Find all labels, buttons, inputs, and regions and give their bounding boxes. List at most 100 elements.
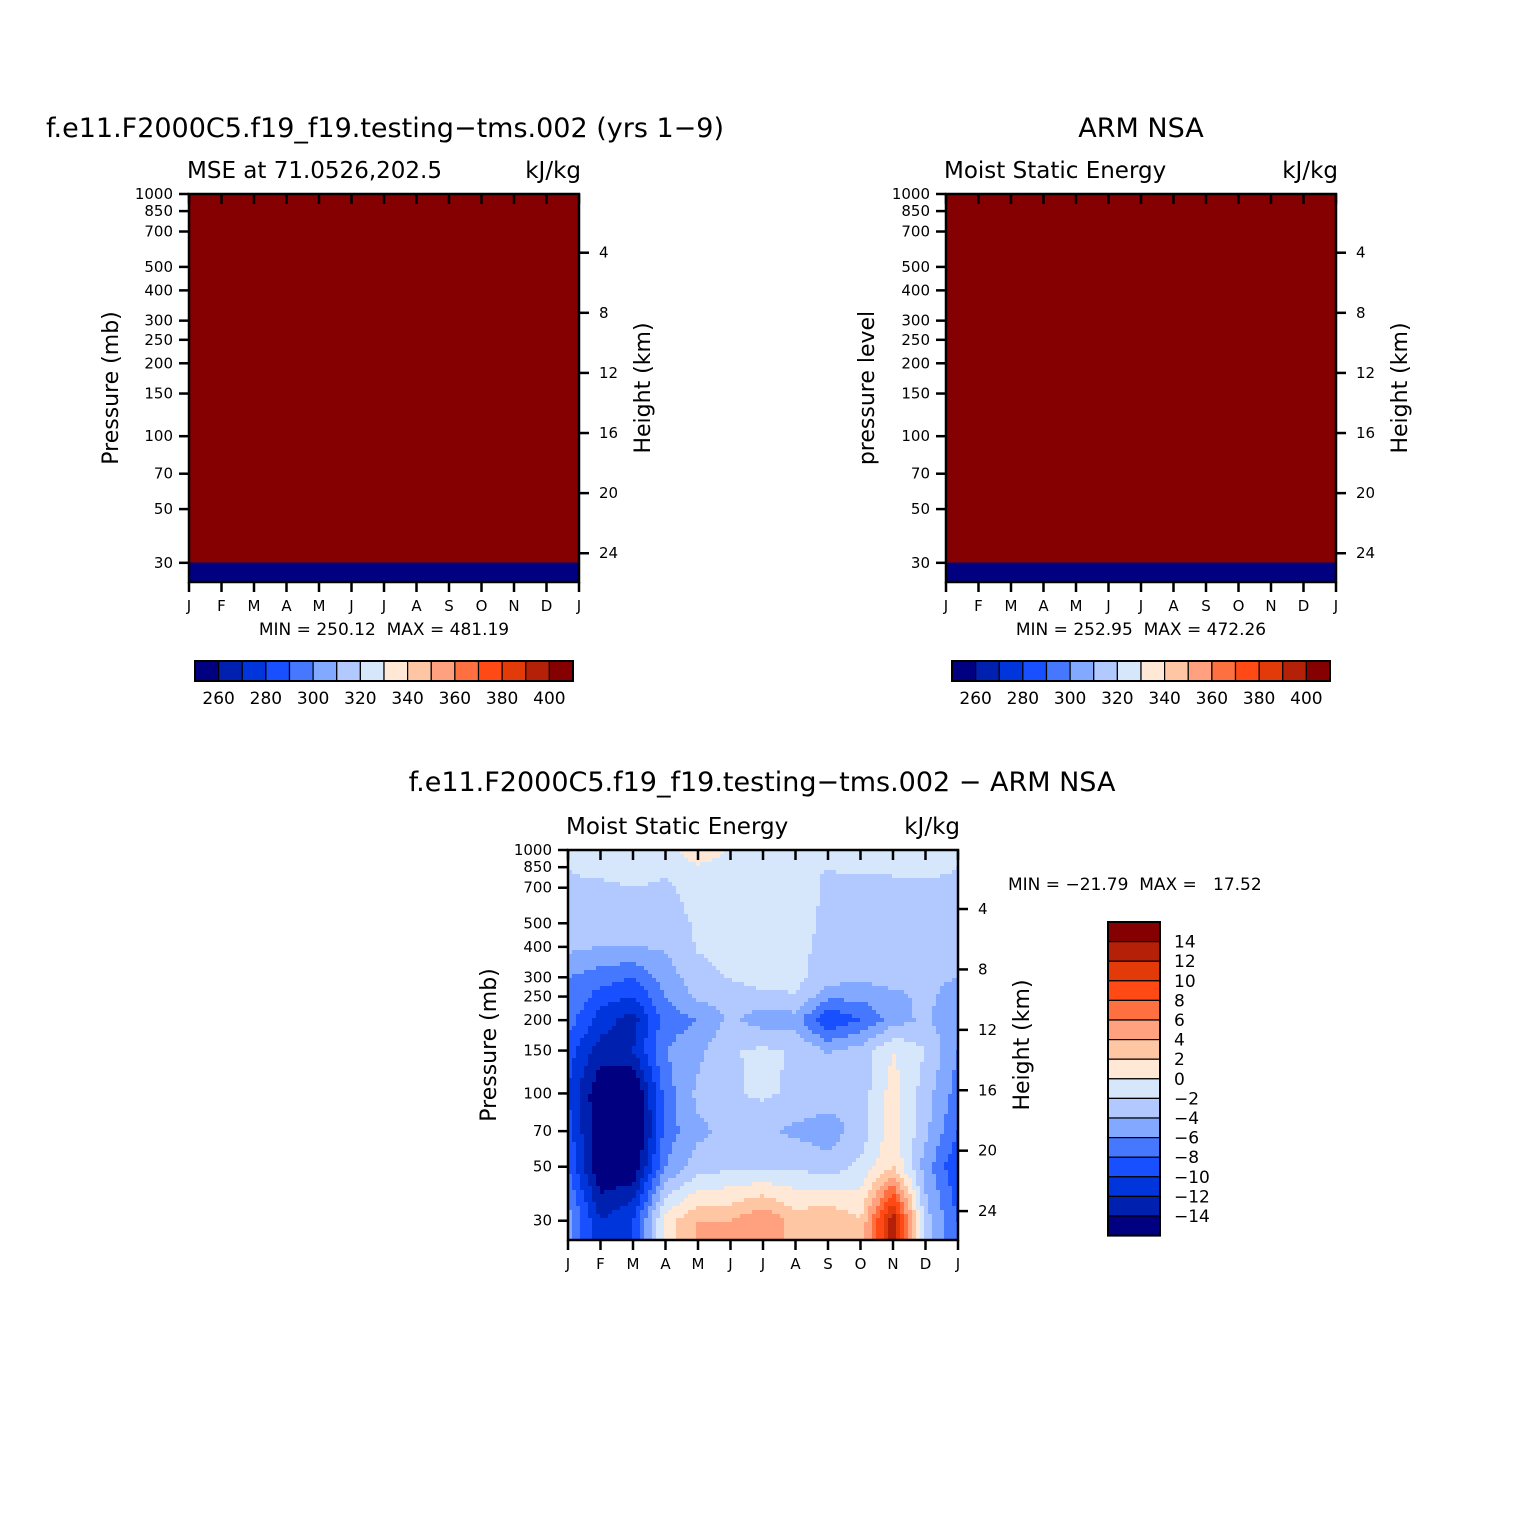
contour-cell <box>936 990 941 995</box>
contour-cell <box>904 978 909 983</box>
contour-cell <box>760 1034 765 1039</box>
contour-cell <box>588 1030 593 1035</box>
contour-cell <box>644 882 649 887</box>
contour-cell <box>800 870 805 875</box>
contour-cell <box>788 918 793 923</box>
contour-cell <box>628 890 633 895</box>
contour-cell <box>632 878 637 883</box>
contour-cell <box>948 874 953 879</box>
contour-cell <box>596 982 601 987</box>
contour-cell <box>816 882 821 887</box>
contour-cell <box>856 962 861 967</box>
contour-cell <box>584 1006 589 1011</box>
contour-cell <box>884 894 889 899</box>
contour-cell <box>728 982 733 987</box>
contour-cell <box>640 978 645 983</box>
contour-cell <box>952 918 957 923</box>
contour-cell <box>732 950 737 955</box>
contour-cell <box>916 954 921 959</box>
contour-cell <box>572 986 577 991</box>
contour-cell <box>852 1030 857 1035</box>
contour-cell <box>928 850 933 855</box>
contour-cell <box>908 930 913 935</box>
contour-cell <box>832 862 837 867</box>
contour-cell <box>760 914 765 919</box>
contour-cell <box>572 906 577 911</box>
contour-cell <box>740 966 745 971</box>
contour-cell <box>832 946 837 951</box>
contour-cell <box>732 866 737 871</box>
contour-cell <box>672 958 677 963</box>
contour-cell <box>816 1022 821 1027</box>
contour-cell <box>636 930 641 935</box>
contour-cell <box>912 1038 917 1043</box>
contour-cell <box>896 866 901 871</box>
contour-cell <box>944 950 949 955</box>
contour-cell <box>768 934 773 939</box>
contour-cell <box>800 1038 805 1043</box>
contour-cell <box>916 1022 921 1027</box>
contour-cell <box>856 934 861 939</box>
contour-cell <box>924 950 929 955</box>
contour-cell <box>808 902 813 907</box>
contour-cell <box>800 874 805 879</box>
contour-cell <box>576 978 581 983</box>
contour-cell <box>836 942 841 947</box>
contour-cell <box>660 954 665 959</box>
contour-cell <box>868 1002 873 1007</box>
contour-cell <box>860 910 865 915</box>
contour-cell <box>780 898 785 903</box>
contour-cell <box>660 894 665 899</box>
contour-cell <box>744 938 749 943</box>
contour-cell <box>824 1010 829 1015</box>
contour-cell <box>568 1006 573 1011</box>
contour-cell <box>640 850 645 855</box>
contour-cell <box>860 994 865 999</box>
contour-cell <box>604 974 609 979</box>
contour-cell <box>940 878 945 883</box>
contour-cell <box>620 874 625 879</box>
contour-cell <box>688 878 693 883</box>
contour-cell <box>584 990 589 995</box>
contour-cell <box>820 986 825 991</box>
contour-cell <box>932 954 937 959</box>
contour-cell <box>748 926 753 931</box>
contour-cell <box>892 974 897 979</box>
contour-cell <box>668 966 673 971</box>
contour-cell <box>588 950 593 955</box>
contour-cell <box>948 906 953 911</box>
contour-cell <box>932 898 937 903</box>
contour-cell <box>620 970 625 975</box>
contour-cell <box>680 962 685 967</box>
contour-cell <box>864 930 869 935</box>
contour-cell <box>596 922 601 927</box>
contour-cell <box>780 982 785 987</box>
contour-cell <box>732 970 737 975</box>
contour-cell <box>732 938 737 943</box>
contour-cell <box>900 950 905 955</box>
contour-cell <box>584 970 589 975</box>
contour-cell <box>648 1038 653 1043</box>
contour-cell <box>844 1038 849 1043</box>
contour-cell <box>612 938 617 943</box>
contour-cell <box>828 1002 833 1007</box>
contour-cell <box>696 982 701 987</box>
contour-cell <box>860 962 865 967</box>
contour-cell <box>788 862 793 867</box>
contour-cell <box>632 894 637 899</box>
contour-cell <box>772 1006 777 1011</box>
contour-cell <box>600 1014 605 1019</box>
contour-cell <box>720 902 725 907</box>
contour-cell <box>764 978 769 983</box>
contour-cell <box>780 874 785 879</box>
contour-cell <box>624 930 629 935</box>
contour-cell <box>944 870 949 875</box>
contour-cell <box>764 854 769 859</box>
contour-cell <box>588 874 593 879</box>
contour-cell <box>932 890 937 895</box>
contour-cell <box>888 890 893 895</box>
contour-cell <box>736 990 741 995</box>
contour-cell <box>832 950 837 955</box>
contour-cell <box>944 922 949 927</box>
contour-cell <box>700 966 705 971</box>
